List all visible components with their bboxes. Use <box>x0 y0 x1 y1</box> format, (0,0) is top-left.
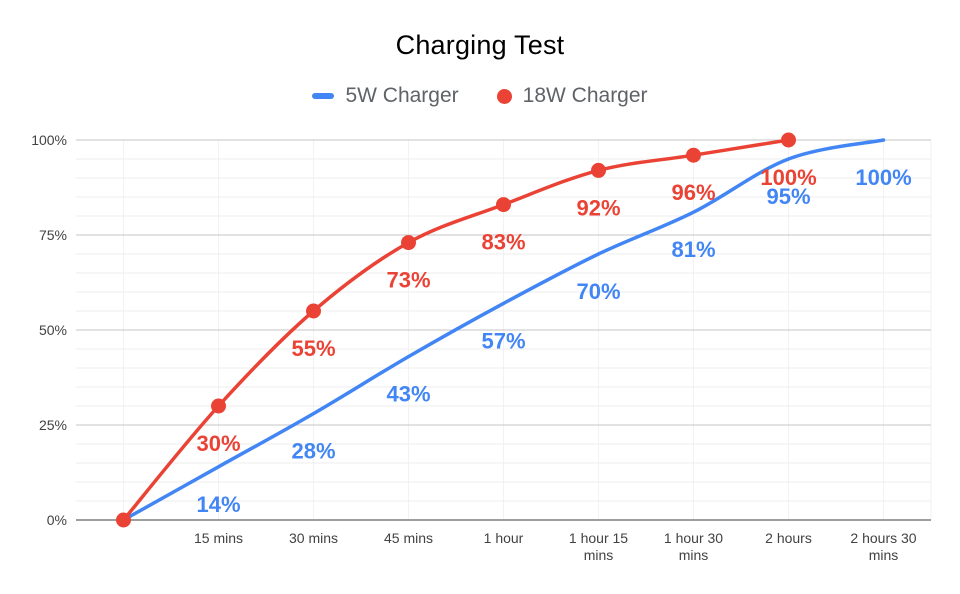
x-axis-tick-label: mins <box>679 547 709 563</box>
chart-title: Charging Test <box>395 30 565 60</box>
legend-label-5w-charger: 5W Charger <box>345 84 459 107</box>
x-axis-tick-label: 45 mins <box>384 530 433 546</box>
data-point-label: 81% <box>671 237 715 262</box>
legend-item-5w-charger: 5W Charger <box>312 84 459 108</box>
x-axis-tick-label: mins <box>584 547 614 563</box>
series-line-5w-charger <box>121 138 886 522</box>
data-point-label: 92% <box>576 195 620 220</box>
x-axis-tick-label: 1 hour 30 <box>664 530 723 546</box>
data-point-label: 73% <box>386 268 430 293</box>
data-point-label: 14% <box>196 492 240 517</box>
x-axis-tick-label: 30 mins <box>289 530 338 546</box>
data-point-label: 83% <box>481 230 525 255</box>
data-point-marker <box>591 162 606 178</box>
data-point-label: 96% <box>671 180 715 205</box>
y-axis-tick-label: 100% <box>31 132 67 148</box>
y-axis-tick-label: 25% <box>39 417 67 433</box>
data-point-label: 57% <box>481 328 525 353</box>
legend-label-18w-charger: 18W Charger <box>522 84 648 107</box>
data-point-label: 28% <box>291 439 335 464</box>
x-axis-tick-label: 15 mins <box>194 530 243 546</box>
y-axis-tick-label: 50% <box>39 322 67 338</box>
data-point-marker <box>686 147 701 163</box>
legend: 5W Charger 18W Charger <box>0 84 960 108</box>
data-point-label: 55% <box>291 336 335 361</box>
data-point-label: 70% <box>576 279 620 304</box>
data-point-label: 43% <box>386 382 430 407</box>
dot-swatch-icon <box>496 88 512 104</box>
x-axis-tick-label: 2 hours <box>765 530 812 546</box>
x-axis-tick-label: 2 hours 30 <box>850 530 916 546</box>
data-point-marker <box>401 235 416 251</box>
legend-item-18w-charger: 18W Charger <box>496 84 648 108</box>
x-axis-tick-label: 1 hour 15 <box>569 530 628 546</box>
data-point-label: 30% <box>196 431 240 456</box>
x-axis-tick-label: 1 hour <box>484 530 524 546</box>
data-point-marker <box>781 132 796 148</box>
y-axis-tick-label: 0% <box>47 512 67 528</box>
y-axis-tick-label: 75% <box>39 227 67 243</box>
data-point-marker <box>211 398 226 414</box>
data-point-marker <box>116 512 131 528</box>
data-point-label: 100% <box>760 165 816 190</box>
data-point-label: 100% <box>855 165 911 190</box>
x-axis-tick-label: mins <box>869 547 899 563</box>
data-point-marker <box>496 197 511 213</box>
data-point-label: 95% <box>766 184 810 209</box>
data-point-marker <box>306 303 321 319</box>
line-swatch-icon <box>312 93 335 99</box>
